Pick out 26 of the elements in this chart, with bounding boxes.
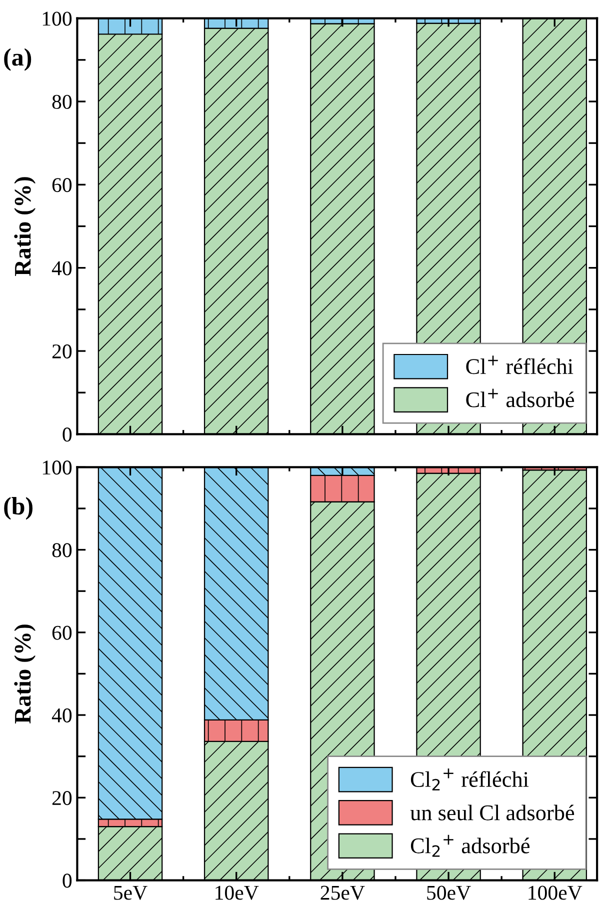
y-tick-label: 100 — [42, 12, 72, 26]
y-tick-label: 40 — [52, 261, 72, 276]
legend-label: Cl$^{+}$ réfléchi — [466, 356, 574, 374]
x-tick-label: 25eV — [320, 886, 365, 900]
x-tick-label: 5eV — [114, 886, 148, 900]
y-axis-title: Ratio (%) — [14, 624, 36, 724]
y-tick-label: 0 — [62, 428, 72, 442]
y-tick-label: 100 — [42, 460, 72, 475]
x-tick-label: 10eV — [216, 886, 259, 900]
x-tick-label: 50eV — [427, 886, 471, 900]
y-tick-label: 20 — [52, 791, 72, 806]
y-tick-label: 0 — [62, 874, 72, 888]
y-tick-label: 20 — [52, 344, 72, 358]
y-axis-title: Ratio (%) — [14, 177, 36, 276]
x-tick-label: 100eV — [528, 886, 582, 900]
y-tick-label: 60 — [52, 626, 72, 640]
y-tick-label: 80 — [52, 94, 72, 109]
text: (a) — [4, 48, 32, 71]
y-tick-label: 80 — [52, 543, 72, 558]
y-tick-label: 40 — [52, 708, 72, 722]
legend-label: Cl$_{2}$$^{+}$ adsorbé — [410, 834, 530, 857]
legend-label: Cl$^{+}$ adsorbé — [466, 388, 574, 408]
legend-label: Cl$_{2}$$^{+}$ réfléchi — [410, 768, 529, 790]
legend-label: un seul Cl adsorbé — [410, 804, 574, 820]
y-tick-label: 60 — [52, 178, 72, 192]
text: (b) — [4, 497, 32, 520]
